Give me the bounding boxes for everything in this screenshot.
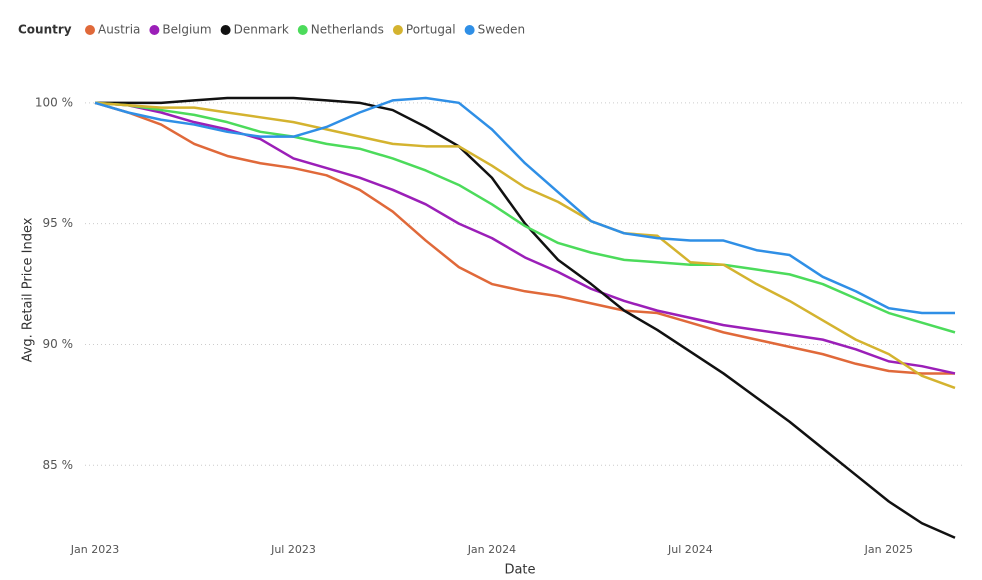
series-line bbox=[94, 101, 956, 375]
series-line bbox=[94, 101, 956, 390]
legend-swatch bbox=[85, 25, 95, 35]
legend-swatch bbox=[297, 25, 308, 35]
series-line bbox=[94, 96, 955, 315]
y-tick-label: 95 % bbox=[43, 216, 74, 230]
legend-swatch bbox=[464, 25, 475, 35]
legend-label: Austria bbox=[98, 23, 140, 37]
x-tick-label: Jul 2023 bbox=[270, 543, 316, 556]
x-tick-label: Jan 2024 bbox=[467, 543, 516, 556]
y-tick-label: 90 % bbox=[43, 337, 74, 351]
x-tick-label: Jan 2025 bbox=[864, 543, 913, 556]
x-tick-label: Jul 2024 bbox=[667, 543, 713, 556]
y-axis-title: Avg. Retail Price Index bbox=[21, 217, 36, 362]
y-tick-label: 85 % bbox=[43, 458, 74, 472]
legend-title: Country bbox=[18, 23, 72, 37]
y-tick-label: 100 % bbox=[35, 95, 73, 109]
series-line bbox=[94, 101, 955, 375]
legend-label: Belgium bbox=[162, 23, 211, 37]
legend-label: Portugal bbox=[406, 23, 456, 37]
legend-label: Denmark bbox=[234, 23, 289, 37]
series-line bbox=[94, 101, 956, 334]
legend-swatch bbox=[149, 25, 160, 35]
legend-label: Sweden bbox=[478, 23, 525, 37]
x-tick-label: Jan 2023 bbox=[70, 543, 119, 556]
series-line bbox=[95, 96, 956, 539]
legend-label: Netherlands bbox=[311, 23, 384, 37]
x-axis-title: Date bbox=[504, 563, 535, 578]
legend-swatch bbox=[392, 25, 403, 35]
legend-swatch bbox=[220, 25, 231, 35]
